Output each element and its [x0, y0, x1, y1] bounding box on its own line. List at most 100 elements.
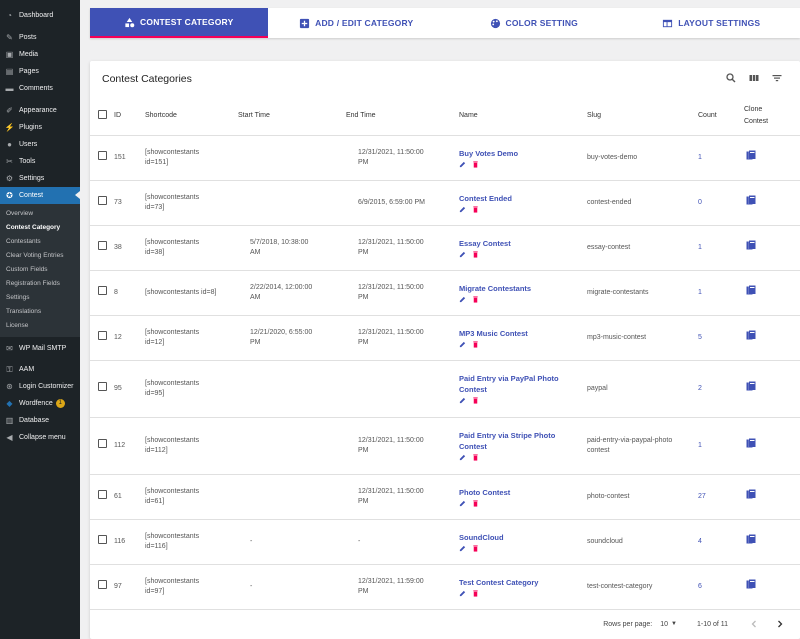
- edit-pencil-icon[interactable]: [459, 161, 466, 168]
- sidebar-item-collapse-menu[interactable]: ◀ Collapse menu: [0, 429, 80, 446]
- delete-trash-icon[interactable]: [472, 160, 479, 168]
- edit-pencil-icon[interactable]: [459, 454, 466, 461]
- copy-icon[interactable]: [746, 579, 756, 590]
- search-icon[interactable]: [725, 72, 736, 83]
- row-checkbox[interactable]: [98, 241, 107, 250]
- previous-page-icon[interactable]: [748, 618, 760, 630]
- copy-icon[interactable]: [746, 489, 756, 500]
- tab-contest-category[interactable]: CONTEST CATEGORY: [90, 8, 268, 38]
- cell-count[interactable]: 5: [698, 315, 744, 361]
- delete-trash-icon[interactable]: [472, 250, 479, 258]
- tab-color-setting[interactable]: COLOR SETTING: [445, 8, 623, 38]
- category-name-link[interactable]: Paid Entry via PayPal Photo Contest: [459, 373, 587, 395]
- copy-icon[interactable]: [746, 330, 756, 341]
- column-header-name[interactable]: Name: [459, 97, 587, 136]
- submenu-custom-fields[interactable]: Custom Fields: [6, 266, 48, 273]
- sidebar-item-aam[interactable]: ⚿ AAM: [0, 361, 80, 378]
- sidebar-item-comments[interactable]: ▬ Comments: [0, 80, 80, 97]
- copy-icon[interactable]: [746, 240, 756, 251]
- edit-pencil-icon[interactable]: [459, 341, 466, 348]
- submenu-translations[interactable]: Translations: [6, 308, 42, 315]
- delete-trash-icon[interactable]: [472, 205, 479, 213]
- select-all-checkbox[interactable]: [98, 110, 107, 120]
- sidebar-item-plugins[interactable]: ⚡ Plugins: [0, 119, 80, 136]
- cell-count[interactable]: 1: [698, 225, 744, 271]
- category-name-link[interactable]: Test Contest Category: [459, 577, 587, 588]
- delete-trash-icon[interactable]: [472, 295, 479, 303]
- sidebar-item-contest[interactable]: ✪ Contest: [0, 187, 80, 204]
- submenu-license[interactable]: License: [6, 322, 29, 329]
- cell-count[interactable]: 2: [698, 360, 744, 418]
- row-checkbox[interactable]: [98, 580, 107, 589]
- row-checkbox[interactable]: [98, 151, 107, 160]
- submenu-contestants[interactable]: Contestants: [6, 238, 41, 245]
- submenu-overview[interactable]: Overview: [6, 210, 34, 217]
- delete-trash-icon[interactable]: [472, 340, 479, 348]
- column-header-slug[interactable]: Slug: [587, 97, 698, 136]
- column-header-id[interactable]: ID: [114, 97, 145, 136]
- edit-pencil-icon[interactable]: [459, 296, 466, 303]
- delete-trash-icon[interactable]: [472, 544, 479, 552]
- column-header-end-time[interactable]: End Time: [346, 97, 459, 136]
- rows-per-page-select[interactable]: 10 ▼: [660, 621, 677, 628]
- submenu-clear-voting-entries[interactable]: Clear Voting Entries: [6, 252, 64, 259]
- category-name-link[interactable]: Essay Contest: [459, 238, 587, 249]
- filter-icon[interactable]: [771, 72, 782, 83]
- row-checkbox[interactable]: [98, 382, 107, 391]
- copy-icon[interactable]: [746, 534, 756, 545]
- submenu-settings[interactable]: Settings: [6, 294, 30, 301]
- delete-trash-icon[interactable]: [472, 454, 479, 461]
- sidebar-item-posts[interactable]: ✎ Posts: [0, 29, 80, 46]
- submenu-registration-fields[interactable]: Registration Fields: [6, 280, 60, 287]
- row-checkbox[interactable]: [98, 331, 107, 340]
- cell-count[interactable]: 0: [698, 180, 744, 226]
- sidebar-item-media[interactable]: ▣ Media: [0, 46, 80, 63]
- column-header-start-time[interactable]: Start Time: [238, 97, 346, 136]
- sidebar-item-wordfence[interactable]: ◆ Wordfence 1: [0, 395, 80, 412]
- cell-count[interactable]: 4: [698, 519, 744, 565]
- sidebar-item-appearance[interactable]: ✐ Appearance: [0, 102, 80, 119]
- edit-pencil-icon[interactable]: [459, 500, 466, 507]
- copy-icon[interactable]: [746, 150, 756, 161]
- category-name-link[interactable]: MP3 Music Contest: [459, 328, 587, 339]
- sidebar-item-dashboard[interactable]: ◔ Dashboard: [0, 7, 80, 24]
- sidebar-item-login-customizer[interactable]: ⊛ Login Customizer: [0, 378, 80, 395]
- delete-trash-icon[interactable]: [472, 499, 479, 507]
- sidebar-item-users[interactable]: ● Users: [0, 136, 80, 153]
- edit-pencil-icon[interactable]: [459, 590, 466, 597]
- cell-count[interactable]: 1: [698, 135, 744, 181]
- next-page-icon[interactable]: [774, 618, 786, 630]
- sidebar-item-tools[interactable]: ✂ Tools: [0, 153, 80, 170]
- sidebar-item-wp-mail-smtp[interactable]: ✉ WP Mail SMTP: [0, 340, 80, 357]
- row-checkbox[interactable]: [98, 439, 107, 448]
- cell-count[interactable]: 6: [698, 564, 744, 610]
- tab-add-edit-category[interactable]: ADD / EDIT CATEGORY: [268, 8, 446, 38]
- category-name-link[interactable]: SoundCloud: [459, 532, 587, 543]
- column-header-shortcode[interactable]: Shortcode: [145, 97, 238, 136]
- edit-pencil-icon[interactable]: [459, 397, 466, 404]
- cell-count[interactable]: 27: [698, 474, 744, 520]
- copy-icon[interactable]: [746, 438, 756, 449]
- sidebar-item-settings[interactable]: ⚙ Settings: [0, 170, 80, 187]
- sidebar-item-database[interactable]: ▥ Database: [0, 412, 80, 429]
- row-checkbox[interactable]: [98, 490, 107, 499]
- row-checkbox[interactable]: [98, 286, 107, 295]
- row-checkbox[interactable]: [98, 535, 107, 544]
- category-name-link[interactable]: Buy Votes Demo: [459, 148, 587, 159]
- category-name-link[interactable]: Migrate Contestants: [459, 283, 587, 294]
- category-name-link[interactable]: Paid Entry via Stripe Photo Contest: [459, 430, 587, 452]
- tab-layout-settings[interactable]: LAYOUT SETTINGS: [623, 8, 800, 38]
- row-checkbox[interactable]: [98, 196, 107, 205]
- edit-pencil-icon[interactable]: [459, 251, 466, 258]
- delete-trash-icon[interactable]: [472, 397, 479, 404]
- cell-count[interactable]: 1: [698, 417, 744, 475]
- column-header-clone-contest[interactable]: Clone Contest: [744, 97, 800, 136]
- copy-icon[interactable]: [746, 285, 756, 296]
- delete-trash-icon[interactable]: [472, 589, 479, 597]
- category-name-link[interactable]: Photo Contest: [459, 487, 587, 498]
- submenu-contest-category[interactable]: Contest Category: [6, 224, 61, 231]
- edit-pencil-icon[interactable]: [459, 206, 466, 213]
- copy-icon[interactable]: [746, 195, 756, 206]
- sidebar-item-pages[interactable]: ▤ Pages: [0, 63, 80, 80]
- edit-pencil-icon[interactable]: [459, 545, 466, 552]
